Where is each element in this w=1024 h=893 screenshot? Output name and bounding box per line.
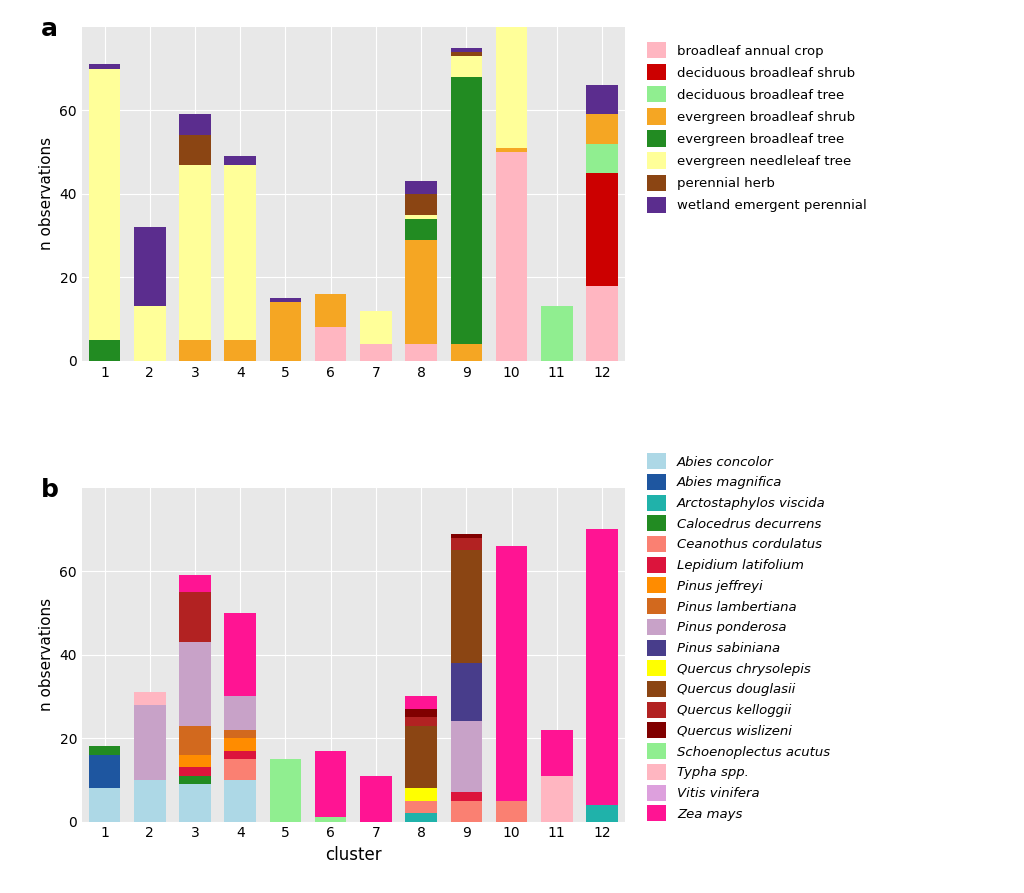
Bar: [451, 56, 482, 77]
Bar: [451, 792, 482, 801]
Bar: [89, 69, 121, 340]
Bar: [224, 697, 256, 730]
Bar: [406, 717, 437, 725]
Bar: [179, 784, 211, 822]
Legend: broadleaf annual crop, deciduous broadleaf shrub, deciduous broadleaf tree, ever: broadleaf annual crop, deciduous broadle…: [646, 42, 866, 213]
Bar: [406, 194, 437, 214]
Bar: [586, 173, 617, 286]
Bar: [586, 530, 617, 805]
Bar: [496, 801, 527, 822]
Bar: [406, 801, 437, 814]
Bar: [224, 780, 256, 822]
Bar: [224, 739, 256, 751]
Bar: [451, 52, 482, 56]
Bar: [179, 575, 211, 592]
Bar: [269, 298, 301, 303]
Bar: [451, 344, 482, 361]
Bar: [89, 340, 121, 361]
Bar: [179, 725, 211, 755]
Bar: [360, 344, 392, 361]
Bar: [406, 344, 437, 361]
Bar: [451, 77, 482, 344]
Y-axis label: n observations: n observations: [39, 598, 54, 711]
Bar: [406, 239, 437, 344]
Bar: [224, 759, 256, 780]
Bar: [269, 303, 301, 361]
Bar: [496, 0, 527, 148]
Bar: [314, 751, 346, 817]
Bar: [406, 181, 437, 194]
Bar: [314, 328, 346, 361]
Bar: [586, 114, 617, 144]
Bar: [224, 613, 256, 697]
Bar: [179, 776, 211, 784]
Bar: [134, 227, 166, 306]
Bar: [134, 780, 166, 822]
Bar: [134, 692, 166, 705]
X-axis label: cluster: cluster: [325, 846, 382, 864]
Bar: [179, 767, 211, 776]
Bar: [224, 156, 256, 164]
Bar: [224, 730, 256, 739]
Bar: [496, 152, 527, 361]
Bar: [179, 136, 211, 164]
Bar: [451, 663, 482, 722]
Bar: [134, 705, 166, 780]
Bar: [586, 85, 617, 114]
Bar: [586, 805, 617, 822]
Bar: [134, 306, 166, 361]
Bar: [89, 64, 121, 69]
Bar: [179, 755, 211, 767]
Bar: [179, 114, 211, 136]
Bar: [406, 214, 437, 219]
Text: a: a: [41, 17, 58, 41]
Bar: [89, 747, 121, 755]
Bar: [179, 340, 211, 361]
Bar: [89, 789, 121, 822]
Bar: [541, 730, 572, 776]
Bar: [406, 814, 437, 822]
Bar: [496, 546, 527, 801]
Bar: [541, 306, 572, 361]
Bar: [360, 311, 392, 344]
Legend: Abies concolor, Abies magnifica, Arctostaphylos viscida, Calocedrus decurrens, C: Abies concolor, Abies magnifica, Arctost…: [646, 453, 830, 822]
Bar: [451, 801, 482, 822]
Bar: [451, 722, 482, 792]
Bar: [586, 144, 617, 173]
Bar: [224, 164, 256, 340]
Y-axis label: n observations: n observations: [39, 138, 54, 250]
Bar: [179, 164, 211, 340]
Text: b: b: [41, 478, 59, 502]
Bar: [406, 709, 437, 717]
Bar: [406, 725, 437, 789]
Bar: [541, 776, 572, 822]
Bar: [586, 286, 617, 361]
Bar: [451, 550, 482, 663]
Bar: [406, 219, 437, 239]
Bar: [269, 759, 301, 822]
Bar: [451, 533, 482, 538]
Bar: [406, 697, 437, 709]
Bar: [179, 592, 211, 642]
Bar: [360, 776, 392, 822]
Bar: [451, 47, 482, 52]
Bar: [224, 751, 256, 759]
Bar: [224, 340, 256, 361]
Bar: [314, 817, 346, 822]
Bar: [179, 642, 211, 725]
Bar: [89, 755, 121, 789]
Bar: [314, 294, 346, 328]
Bar: [451, 538, 482, 550]
Bar: [496, 148, 527, 152]
Bar: [406, 789, 437, 801]
